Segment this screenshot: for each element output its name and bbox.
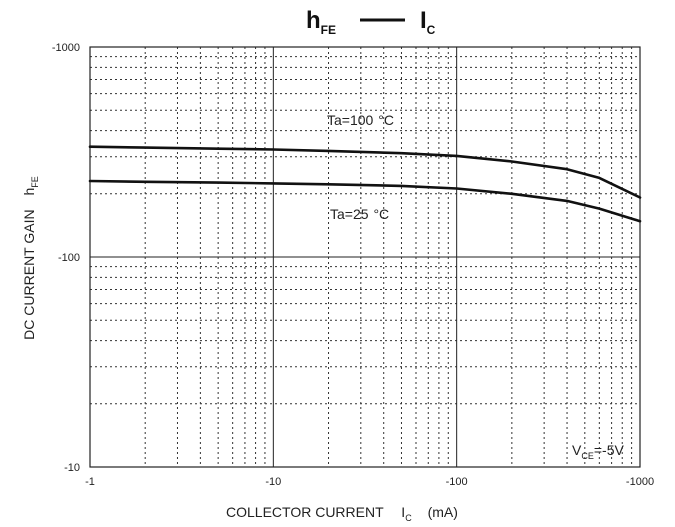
vce-annotation: VCE=-5V [572,442,624,461]
y-tick-labels: -1000 -100 -10 [52,42,80,474]
x-tick-labels: -1 -10 -100 -1000 [85,476,654,488]
grid-lines [90,47,640,467]
x-tick-label: -1000 [626,476,654,488]
series-line [88,145,642,199]
y-tick-label: -1000 [52,42,80,54]
y-tick-label: -10 [64,462,80,474]
axes [89,46,641,468]
series-line [88,179,642,223]
y-axis-title: DC CURRENT GAIN hFE [21,176,40,340]
y-tick-label: -100 [58,252,80,264]
x-axis-title: COLLECTOR CURRENT IC (mA) [226,504,458,524]
series-lines [88,145,642,223]
x-tick-label: -1 [85,476,95,488]
chart-title: hFE [306,7,336,37]
chart-title-relation: IC [420,7,436,37]
plot-frame [89,46,641,468]
series-label-ta25: Ta=25 °C [330,206,389,222]
x-tick-label: -100 [446,476,468,488]
x-tick-label: -10 [265,476,281,488]
series-label-ta100: Ta=100 °C [327,112,394,128]
